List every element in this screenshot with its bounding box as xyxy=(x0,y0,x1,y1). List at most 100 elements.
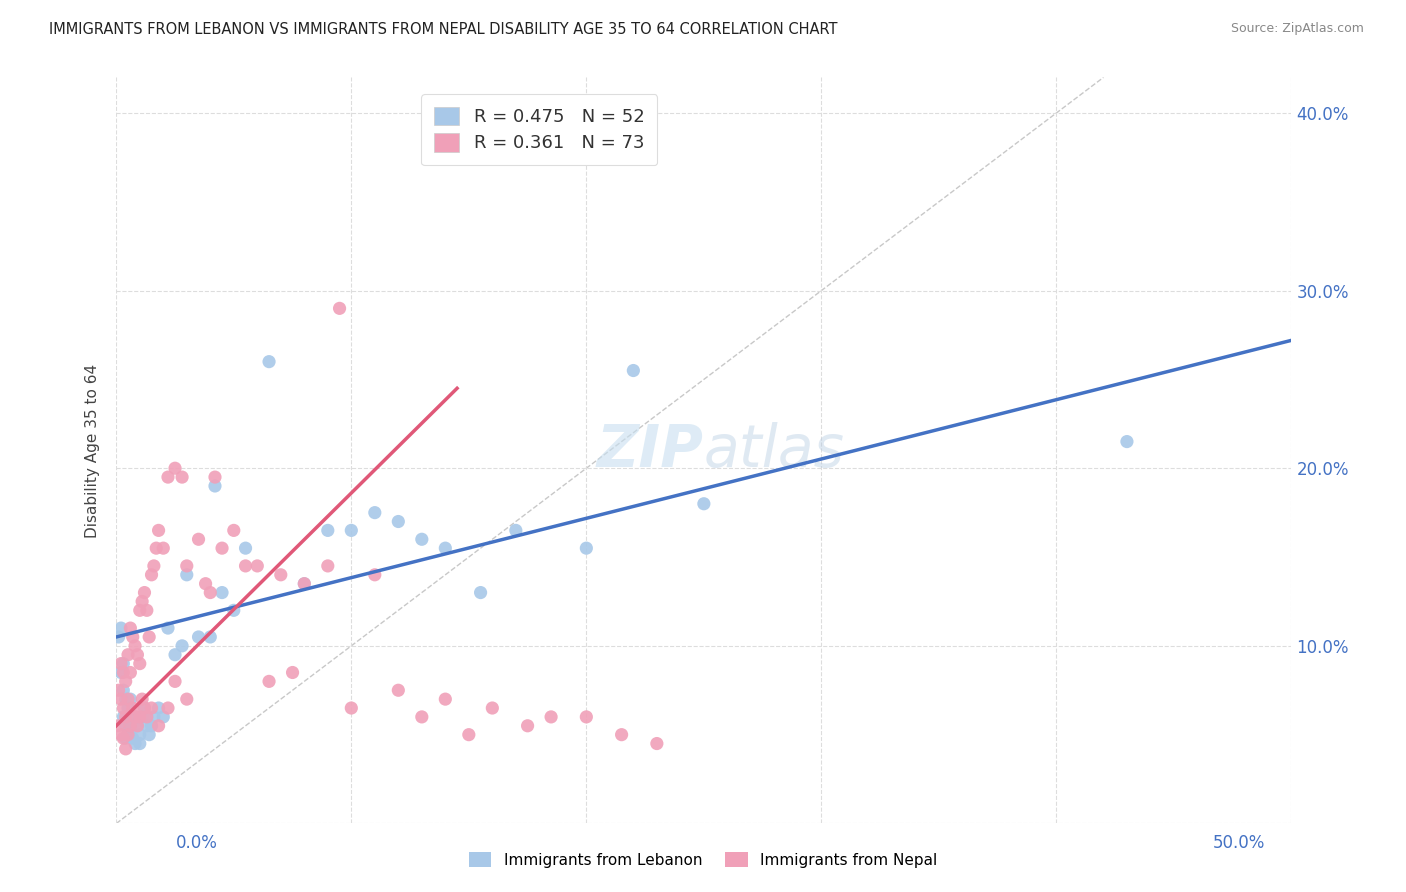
Point xyxy=(120,692,142,706)
Point xyxy=(575,541,598,556)
Point xyxy=(107,630,129,644)
Point xyxy=(693,497,716,511)
Point xyxy=(112,657,135,671)
Point xyxy=(481,701,503,715)
Point xyxy=(364,506,387,520)
Point xyxy=(120,621,142,635)
Point xyxy=(145,541,167,556)
Point xyxy=(131,692,153,706)
Point xyxy=(152,710,174,724)
Point xyxy=(434,692,457,706)
Text: atlas: atlas xyxy=(704,422,845,479)
Point xyxy=(235,541,257,556)
Point xyxy=(110,692,132,706)
Point xyxy=(257,674,280,689)
Text: 50.0%: 50.0% xyxy=(1213,834,1265,852)
Point xyxy=(131,710,153,724)
Point xyxy=(107,683,129,698)
Point xyxy=(112,710,135,724)
Point xyxy=(434,541,457,556)
Point xyxy=(340,524,363,538)
Point xyxy=(141,701,163,715)
Point xyxy=(187,630,209,644)
Point xyxy=(1116,434,1139,449)
Point xyxy=(141,567,163,582)
Point xyxy=(270,567,292,582)
Point xyxy=(621,363,644,377)
Point xyxy=(176,558,198,573)
Point xyxy=(163,674,186,689)
Point xyxy=(211,541,233,556)
Point xyxy=(176,692,198,706)
Point xyxy=(112,701,135,715)
Point xyxy=(114,731,136,746)
Point xyxy=(187,533,209,547)
Point xyxy=(292,576,315,591)
Point xyxy=(117,728,139,742)
Point xyxy=(112,683,135,698)
Point xyxy=(110,728,132,742)
Point xyxy=(540,710,562,724)
Point xyxy=(134,701,156,715)
Point xyxy=(457,728,479,742)
Point xyxy=(281,665,304,680)
Point xyxy=(156,470,179,484)
Point xyxy=(645,737,668,751)
Point xyxy=(124,639,146,653)
Point xyxy=(152,541,174,556)
Point xyxy=(127,719,149,733)
Point xyxy=(128,603,150,617)
Text: Source: ZipAtlas.com: Source: ZipAtlas.com xyxy=(1230,22,1364,36)
Point xyxy=(135,603,157,617)
Point xyxy=(163,648,186,662)
Point xyxy=(516,719,538,733)
Point xyxy=(505,524,527,538)
Point xyxy=(257,354,280,368)
Point xyxy=(131,594,153,608)
Point xyxy=(110,621,132,635)
Point xyxy=(142,710,165,724)
Point xyxy=(148,719,170,733)
Point xyxy=(110,665,132,680)
Point xyxy=(128,728,150,742)
Point xyxy=(387,683,409,698)
Point xyxy=(340,701,363,715)
Point xyxy=(156,621,179,635)
Point xyxy=(204,479,226,493)
Point xyxy=(114,710,136,724)
Point xyxy=(235,558,257,573)
Point xyxy=(107,719,129,733)
Point xyxy=(364,567,387,582)
Point xyxy=(470,585,492,599)
Point xyxy=(163,461,186,475)
Point xyxy=(222,524,245,538)
Point xyxy=(128,657,150,671)
Point xyxy=(204,470,226,484)
Point xyxy=(246,558,269,573)
Point xyxy=(121,701,143,715)
Point xyxy=(127,648,149,662)
Point xyxy=(329,301,352,316)
Point xyxy=(112,731,135,746)
Point xyxy=(411,710,433,724)
Point xyxy=(124,737,146,751)
Point xyxy=(156,701,179,715)
Point xyxy=(148,701,170,715)
Point xyxy=(114,674,136,689)
Point xyxy=(121,731,143,746)
Point xyxy=(128,710,150,724)
Point xyxy=(138,630,160,644)
Point xyxy=(121,710,143,724)
Point xyxy=(200,585,222,599)
Point xyxy=(194,576,217,591)
Text: ZIP: ZIP xyxy=(598,422,704,479)
Point xyxy=(117,692,139,706)
Point xyxy=(120,719,142,733)
Point xyxy=(211,585,233,599)
Point xyxy=(200,630,222,644)
Point xyxy=(135,710,157,724)
Text: 0.0%: 0.0% xyxy=(176,834,218,852)
Point xyxy=(148,524,170,538)
Legend: Immigrants from Lebanon, Immigrants from Nepal: Immigrants from Lebanon, Immigrants from… xyxy=(461,844,945,875)
Point xyxy=(387,515,409,529)
